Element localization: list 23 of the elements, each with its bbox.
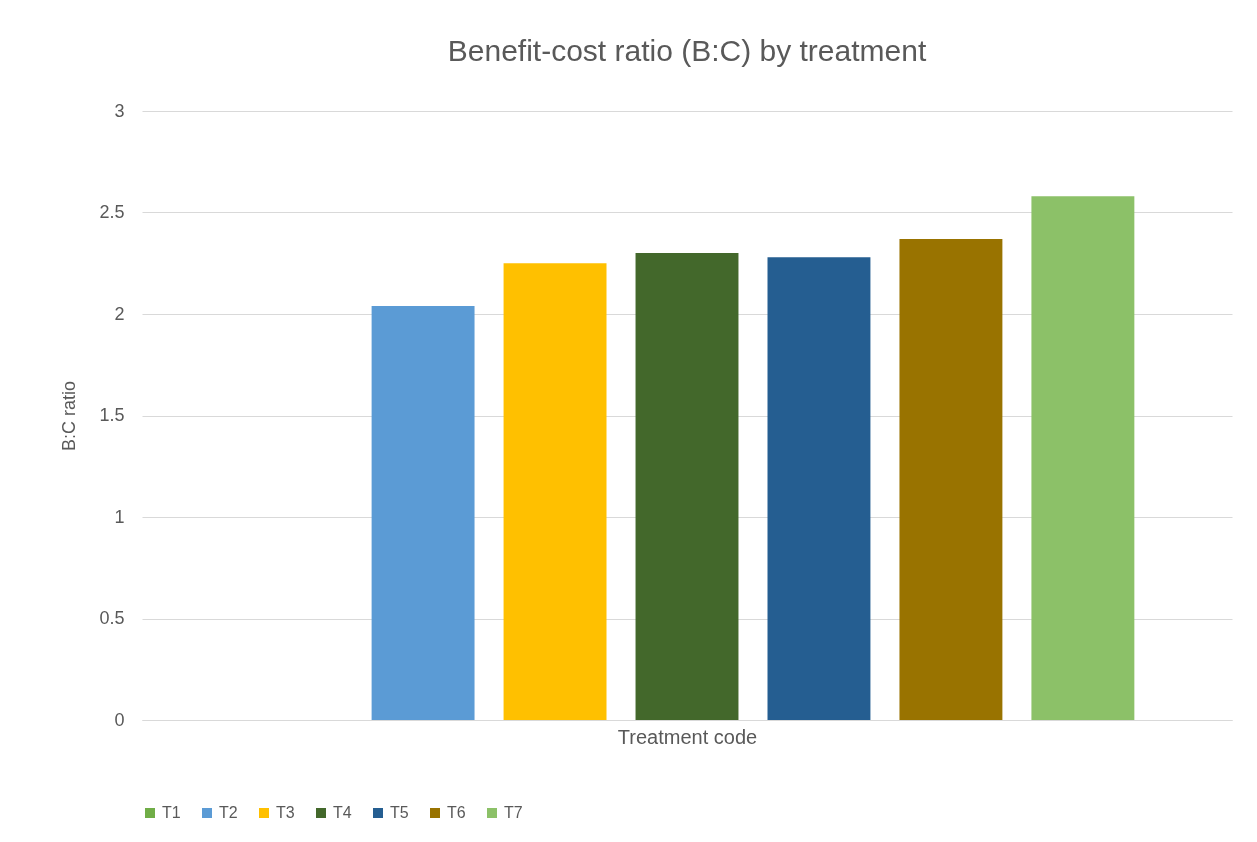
y-tick-label: 0.5 [99, 608, 125, 628]
legend-label: T3 [276, 804, 295, 821]
y-axis-title: B:C ratio [59, 380, 80, 452]
y-tick-label: 2.5 [99, 202, 125, 222]
y-tick-label: 3 [114, 100, 125, 121]
legend-label: T2 [219, 804, 238, 821]
bar [371, 305, 475, 720]
y-tick-label: 0 [114, 709, 125, 730]
bar [1031, 196, 1135, 720]
legend-label: T5 [390, 804, 409, 821]
y-tick-label: 1.5 [99, 405, 125, 425]
bar [899, 238, 1003, 720]
legend-label: T4 [333, 804, 352, 821]
legend-label: T7 [504, 804, 523, 821]
y-tick-label: 2 [114, 303, 125, 324]
bar [767, 257, 871, 720]
y-tick-label: 1 [114, 506, 125, 527]
x-axis-title: Treatment code [617, 725, 758, 748]
bar [635, 253, 739, 720]
bar [503, 263, 607, 720]
chart-title: Benefit-cost ratio (B:C) by treatment [447, 34, 927, 67]
legend-label: T1 [162, 804, 181, 821]
legend-label: T6 [447, 804, 466, 821]
